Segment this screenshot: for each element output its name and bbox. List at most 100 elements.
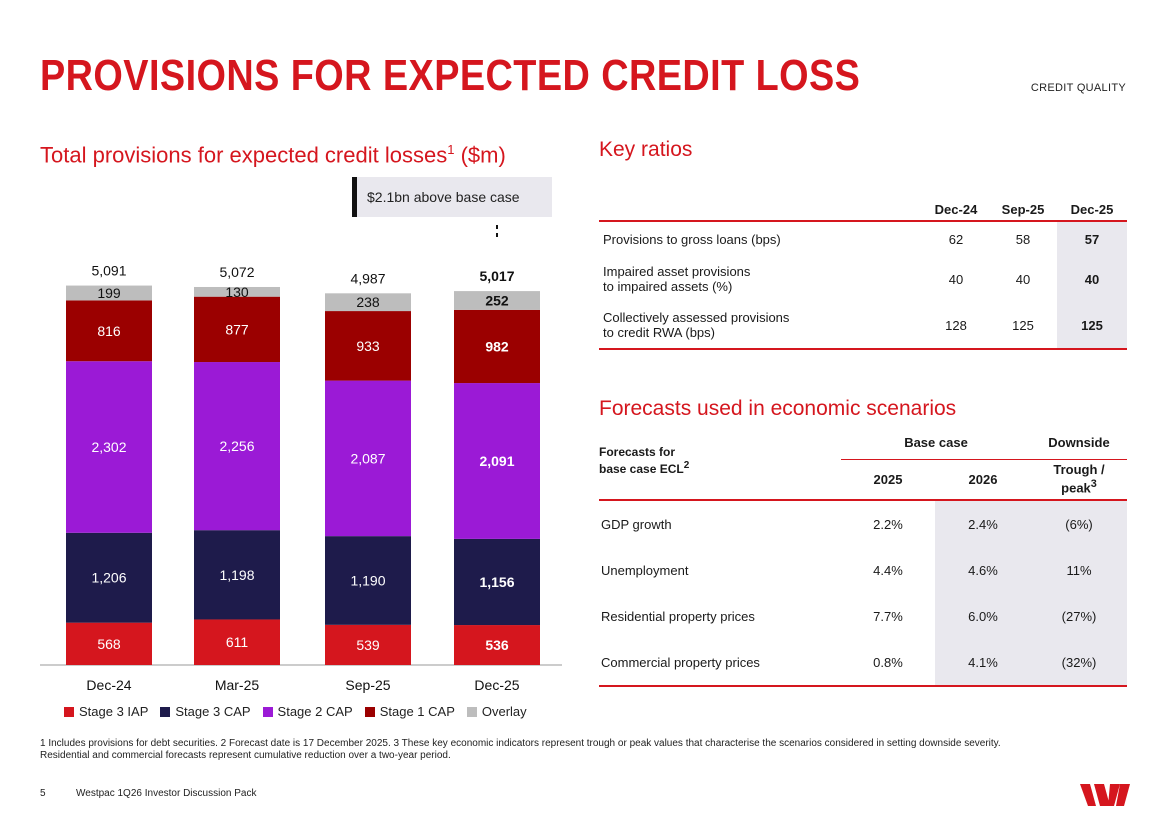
bar-segment: [454, 625, 540, 665]
data-label: 238: [356, 294, 380, 310]
forecasts-title: Forecasts used in economic scenarios: [599, 397, 957, 420]
data-label: 933: [356, 338, 380, 354]
cell-highlight: 40: [1057, 256, 1127, 302]
provisions-stacked-bar-chart: 568 1,206 2,302 816 199 5,091 Dec-24 611 1,198 2,…: [40, 225, 562, 693]
cell: 128: [923, 302, 989, 350]
legend-item: Overlay: [466, 704, 527, 719]
x-tick-label: Dec-24: [86, 677, 131, 693]
footnote-line: 1 Includes provisions for debt securitie…: [40, 738, 1001, 749]
group-header-base: Base case: [841, 425, 1031, 460]
row-label: Collectively assessed provisions to credi…: [599, 302, 923, 350]
cell: (32%): [1031, 639, 1127, 687]
row-label-header: Forecasts for base case ECL2: [599, 445, 690, 476]
base-case-callout: $2.1bn above base case: [352, 177, 552, 217]
row-label: Provisions to gross loans (bps): [603, 231, 781, 247]
bar-segment: [325, 380, 411, 537]
cell: (6%): [1031, 500, 1127, 547]
bar-segment: [325, 311, 411, 381]
table-row: GDP growth 2.2% 2.4% (6%): [599, 500, 1127, 547]
cell: 2.4%: [935, 500, 1031, 547]
row-label: Commercial property prices: [599, 639, 841, 687]
row-label: GDP growth: [601, 516, 672, 532]
bar-segment: [66, 622, 152, 665]
data-label: 1,156: [479, 574, 514, 590]
table-row: Commercial property prices 0.8% 4.1% (32…: [599, 639, 1127, 687]
bar-segment: [325, 293, 411, 312]
table-row: Unemployment 4.4% 4.6% 11%: [599, 547, 1127, 593]
data-label: 2,302: [91, 439, 126, 455]
bar-segment: [66, 532, 152, 623]
data-label: 877: [225, 321, 249, 337]
footnote-line: Residential and commercial forecasts rep…: [40, 750, 451, 761]
table-row: Impaired asset provisions to impaired ass…: [599, 256, 1127, 302]
header-cell: [599, 198, 923, 222]
bar-segment: [325, 624, 411, 665]
data-label: 568: [97, 636, 121, 652]
header-cell: Trough / peak3: [1053, 462, 1105, 496]
bar-segment: [454, 538, 540, 626]
data-label: 539: [356, 637, 380, 653]
bar-segment: [66, 285, 152, 301]
page-footer: 5 Westpac 1Q26 Investor Discussion Pack: [40, 788, 256, 799]
data-label: 130: [225, 284, 249, 300]
table-row: Residential property prices 7.7% 6.0% (2…: [599, 593, 1127, 639]
data-label: 816: [97, 323, 121, 339]
header-cell: 2026: [968, 471, 998, 487]
legend-swatch-stage3-cap: [160, 706, 171, 717]
group-header-downside: Downside: [1031, 425, 1127, 460]
data-label: 536: [485, 637, 509, 653]
westpac-logo-icon: [1080, 784, 1130, 806]
legend-swatch-stage2-cap: [262, 706, 273, 717]
bar-segment: [194, 530, 280, 620]
bar-segment: [194, 362, 280, 531]
data-label: 252: [485, 292, 509, 308]
bar-segment: [194, 296, 280, 363]
cell: (27%): [1031, 593, 1127, 639]
legend-item: Stage 3 CAP: [160, 704, 251, 719]
cell: 40: [948, 271, 964, 287]
row-label: Unemployment: [601, 562, 689, 578]
table-row: Provisions to gross loans (bps) 62 58 57: [599, 221, 1127, 256]
total-label: 4,987: [350, 270, 385, 286]
data-label: 1,190: [350, 572, 385, 588]
cell: 11%: [1031, 547, 1127, 593]
bar-segment: [454, 291, 540, 310]
data-label: 1,206: [91, 570, 126, 586]
cell: 4.4%: [873, 562, 903, 578]
cell: 62: [948, 231, 964, 247]
total-label: 5,017: [479, 268, 514, 284]
section-label: CREDIT QUALITY: [1030, 82, 1126, 94]
bar-segment: [454, 309, 540, 384]
legend-item: Stage 1 CAP: [364, 704, 455, 719]
footnotes: 1 Includes provisions for debt securitie…: [40, 738, 1130, 762]
header-cell: Dec-24: [923, 198, 989, 222]
x-tick-label: Dec-25: [474, 677, 519, 693]
header-cell: Sep-25: [989, 198, 1057, 222]
cell: 40: [1015, 271, 1031, 287]
legend-item: Stage 3 IAP: [64, 704, 148, 719]
legend-item: Stage 2 CAP: [262, 704, 353, 719]
legend-swatch-overlay: [466, 706, 477, 717]
bar-segment: [66, 300, 152, 362]
cell-highlight: 125: [1057, 302, 1127, 350]
header-cell: 2025: [873, 471, 903, 487]
data-label: 611: [226, 634, 249, 650]
bar-segment: [66, 361, 152, 533]
page-title: PROVISIONS FOR EXPECTED CREDIT LOSS: [40, 51, 861, 100]
data-label: 2,256: [219, 438, 254, 454]
bar-segment: [194, 286, 280, 297]
bar-segment: [194, 619, 280, 665]
table-header-row: Forecasts for base case ECL2 Base case Do…: [599, 425, 1127, 476]
row-label: Impaired asset provisions to impaired ass…: [603, 264, 751, 294]
cell: 6.0%: [935, 593, 1031, 639]
cell: 125: [989, 302, 1057, 350]
cell: 0.8%: [841, 639, 935, 687]
data-label: 2,091: [479, 453, 514, 469]
table-header-row: 2025 2026 Trough / peak3: [599, 460, 1127, 499]
document-name: Westpac 1Q26 Investor Discussion Pack: [76, 788, 257, 799]
chart-title: Total provisions for expected credit los…: [40, 142, 506, 168]
key-ratios-title: Key ratios: [599, 138, 693, 161]
data-label: 199: [97, 285, 121, 301]
cell: 2.2%: [873, 516, 903, 532]
cell: 58: [1015, 231, 1031, 247]
